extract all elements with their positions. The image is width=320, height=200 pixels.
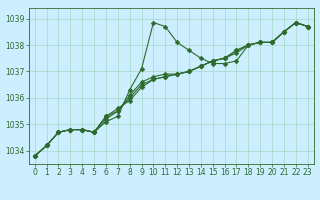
Text: Graphe pression niveau de la mer (hPa): Graphe pression niveau de la mer (hPa) (48, 185, 272, 195)
